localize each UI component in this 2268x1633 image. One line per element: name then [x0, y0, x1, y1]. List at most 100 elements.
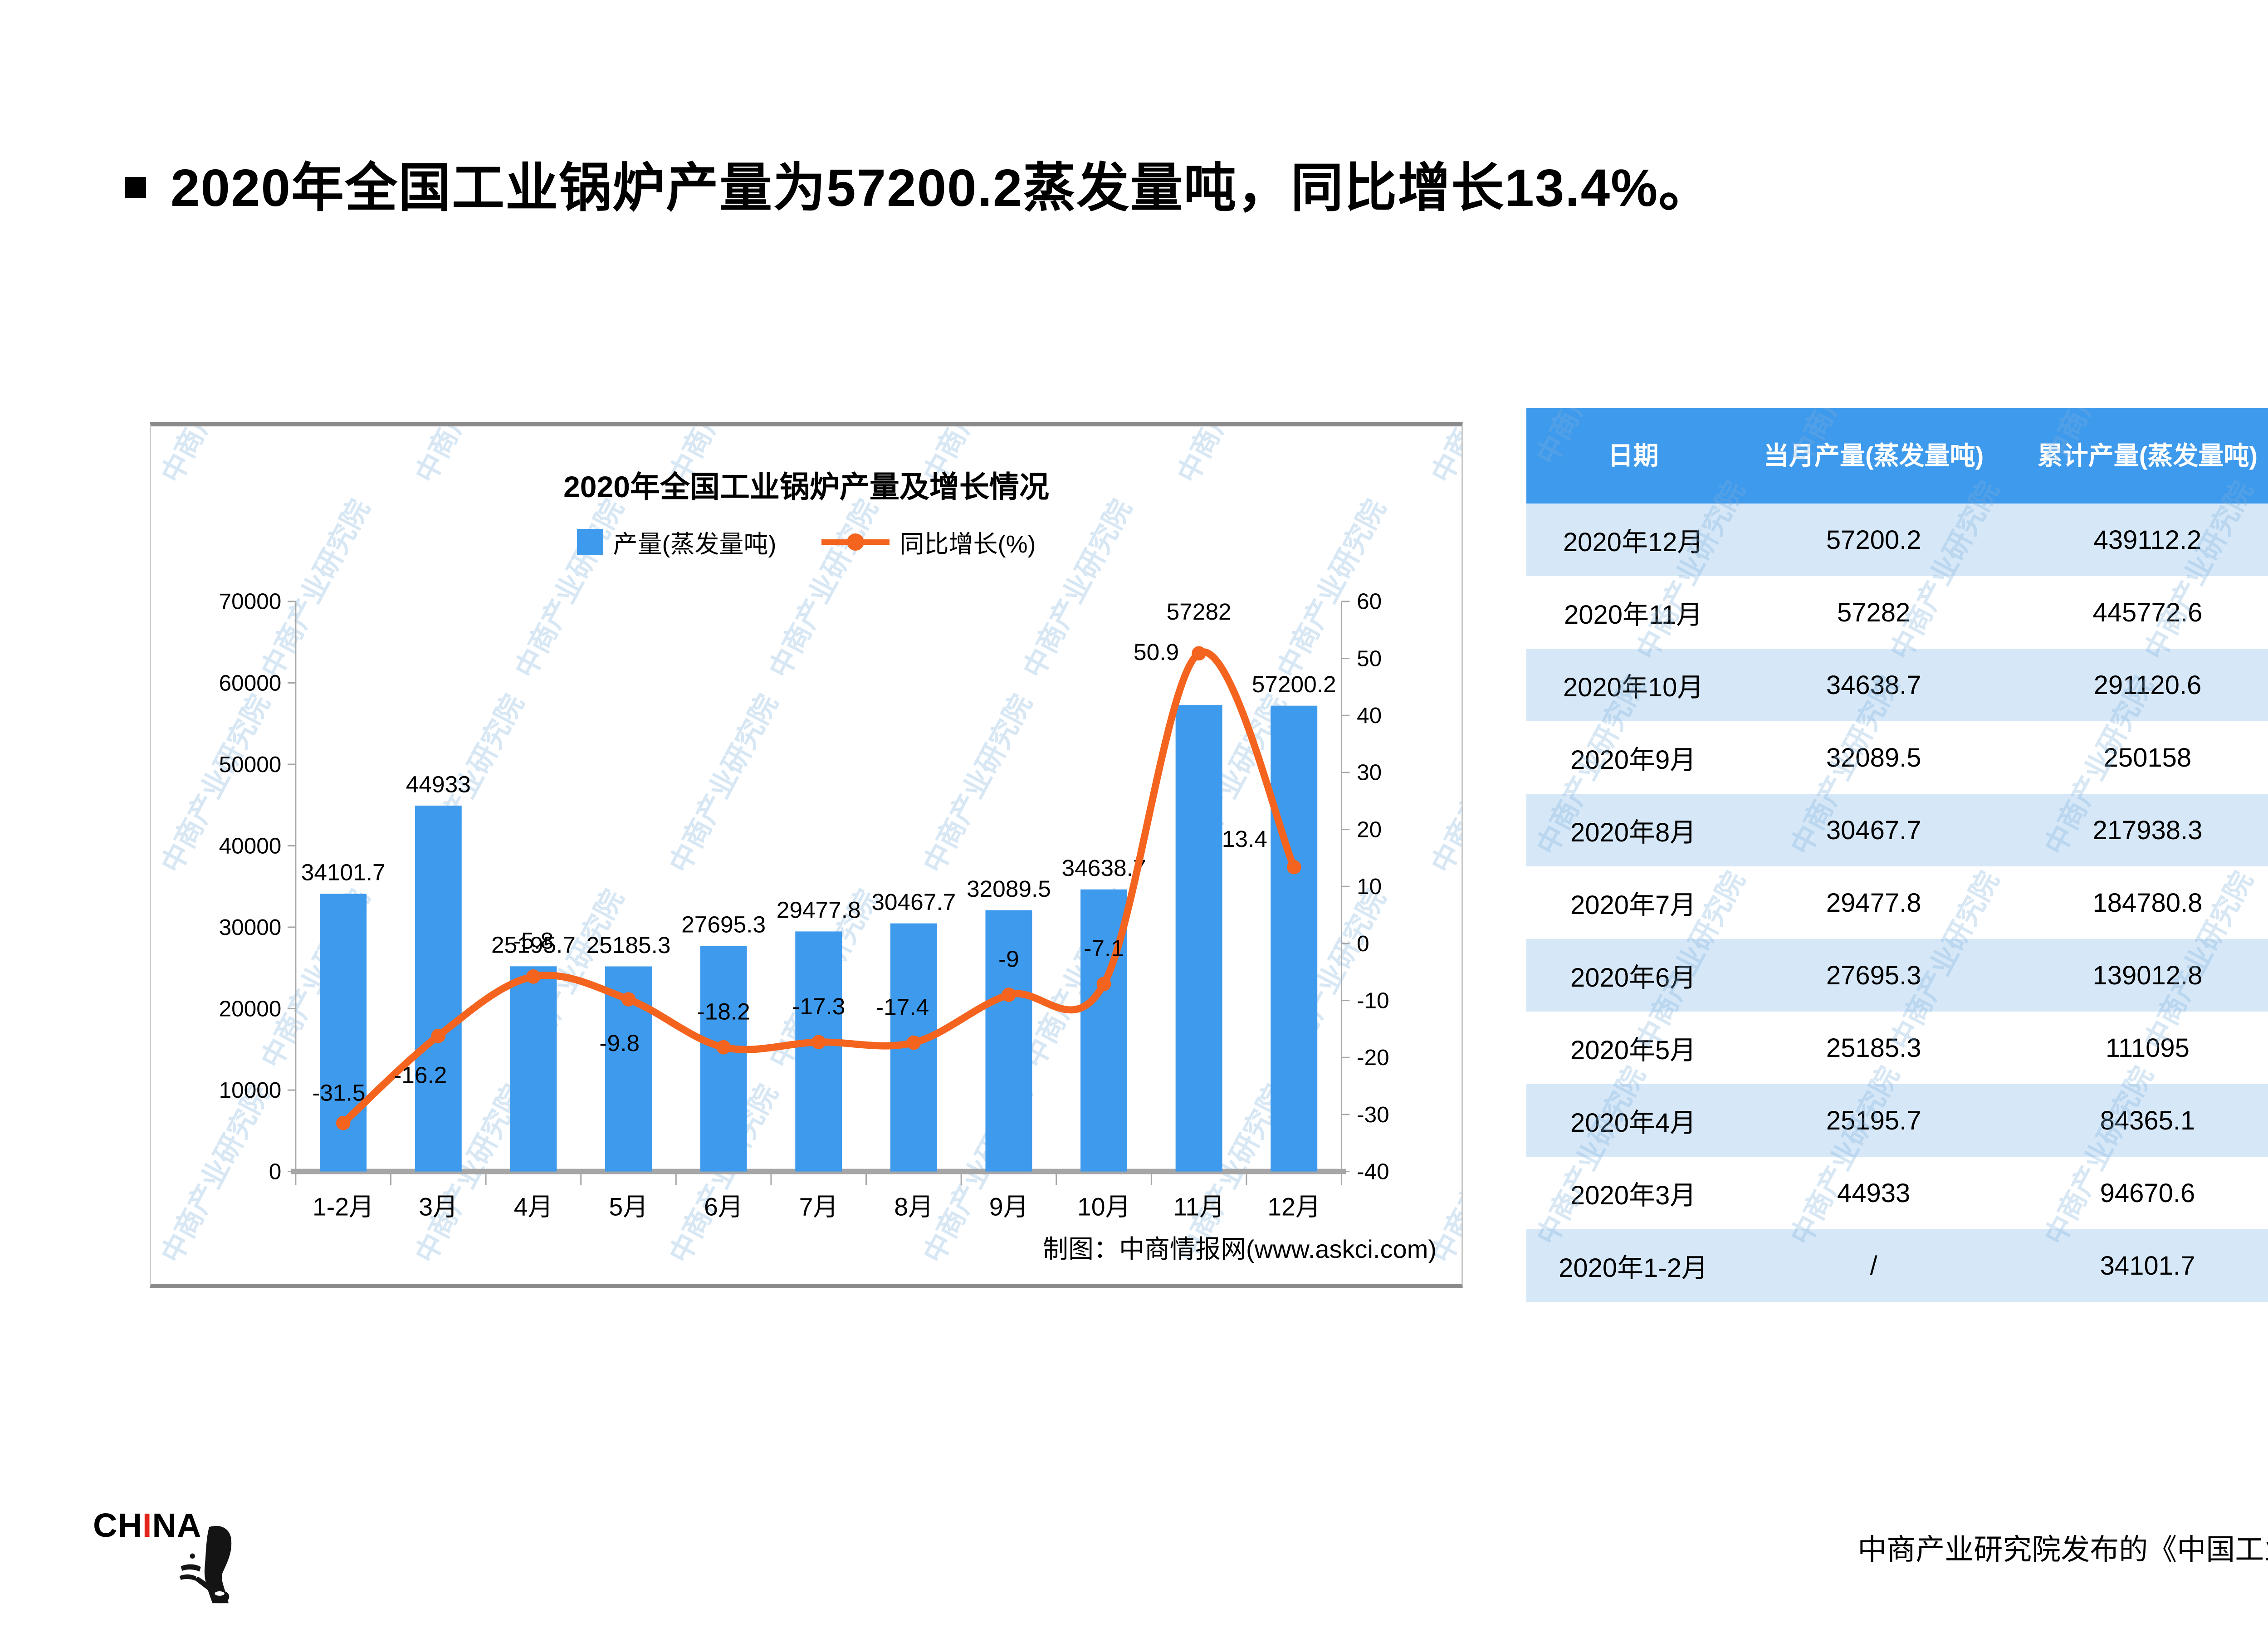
left-axis-label: 60000 — [219, 670, 282, 695]
production-bar — [510, 966, 557, 1172]
table-cell: 32089.5 — [1826, 743, 1921, 772]
pipe-smoker-icon — [179, 1525, 232, 1604]
growth-line-marker — [1002, 988, 1016, 1002]
chart-source-note: 制图：中商情报网(www.askci.com) — [1042, 1235, 1437, 1263]
right-axis-label: -20 — [1357, 1045, 1389, 1070]
bar-value-label: 34101.7 — [301, 859, 386, 885]
table-cell: 439112.2 — [2093, 525, 2202, 555]
table-cell: 57200.2 — [1826, 525, 1921, 555]
x-axis-category-label: 10月 — [1077, 1193, 1130, 1221]
line-value-label: -9 — [998, 946, 1019, 972]
right-axis-label: -30 — [1357, 1102, 1389, 1127]
legend-item-production: 产量(蒸发量吨) — [577, 524, 776, 560]
legend-item-growth: 同比增长(%) — [821, 524, 1036, 560]
right-axis-label: 40 — [1357, 703, 1382, 728]
table-cell: 111095 — [2105, 1033, 2190, 1063]
left-axis-label: 30000 — [219, 915, 282, 940]
line-series-swatch-icon — [821, 533, 890, 551]
x-axis-category-label: 8月 — [894, 1193, 933, 1221]
table-cell: / — [1870, 1251, 1877, 1281]
x-axis-category-label: 7月 — [799, 1193, 838, 1221]
bar-value-label: 29477.8 — [777, 897, 861, 923]
table-cell: 291120.6 — [2093, 670, 2202, 700]
growth-line-marker — [526, 969, 541, 984]
line-value-label: -16.2 — [394, 1061, 447, 1088]
title-bullet-icon: ■ — [122, 161, 149, 210]
askci-logo-text: CHINA — [93, 1506, 202, 1544]
x-axis-category-label: 6月 — [704, 1193, 743, 1221]
bar-value-label: 30467.7 — [871, 889, 956, 915]
growth-line-marker — [336, 1115, 351, 1130]
table-cell: 445772.6 — [2092, 597, 2203, 627]
bar-series-swatch-icon — [577, 528, 603, 555]
right-axis-label: -10 — [1357, 988, 1389, 1013]
table-cell: 2020年6月 — [1570, 963, 1696, 993]
table-cell: 2020年12月 — [1563, 528, 1704, 557]
table-cell: 34638.7 — [1826, 670, 1921, 700]
legend-line-label: 同比增长(%) — [899, 531, 1036, 558]
line-value-label: -18.2 — [697, 998, 750, 1024]
right-axis-label: 30 — [1357, 760, 1382, 785]
growth-line-marker — [1286, 860, 1301, 875]
right-axis-label: 50 — [1357, 646, 1382, 671]
production-bar — [795, 931, 842, 1172]
left-axis-label: 50000 — [219, 752, 282, 777]
page-title-row: ■ 2020年全国工业锅炉产量为57200.2蒸发量吨，同比增长13.4%。 — [122, 145, 1712, 221]
table-cell: 94670.6 — [2100, 1178, 2195, 1208]
table-cell: 34101.7 — [2100, 1251, 2195, 1281]
table-cell: 2020年1-2月 — [1559, 1253, 1708, 1283]
growth-line-marker — [1192, 646, 1206, 661]
line-value-label: -17.3 — [792, 993, 845, 1019]
growth-line-marker — [1096, 977, 1111, 991]
line-value-label: 13.4 — [1222, 826, 1267, 852]
growth-line-marker — [906, 1035, 921, 1050]
table-cell: 2020年9月 — [1570, 745, 1696, 775]
table-header-cell: 日期 — [1608, 441, 1659, 470]
growth-line-marker — [716, 1040, 731, 1055]
table-cell: 2020年5月 — [1570, 1036, 1696, 1065]
table-cell: 250158 — [2103, 743, 2192, 772]
production-bar — [415, 805, 462, 1172]
report-source-text: 中商产业研究院发布的《中国工业锅炉行业市场前景及投资机会研究报告》, — [1857, 1533, 2268, 1566]
table-cell: 217938.3 — [2092, 815, 2203, 845]
table-cell: 30467.7 — [1826, 815, 1921, 845]
left-axis-label: 10000 — [219, 1078, 282, 1103]
production-bar — [1175, 705, 1222, 1172]
bar-value-label: 25185.3 — [587, 932, 671, 958]
table-header-cell: 累计产量(蒸发量吨) — [2037, 441, 2258, 470]
growth-line — [339, 648, 1298, 1127]
table-cell: 25185.3 — [1826, 1033, 1921, 1063]
left-axis-label: 0 — [269, 1159, 282, 1184]
table-cell: 2020年3月 — [1570, 1181, 1696, 1210]
table-cell: 44933 — [1837, 1178, 1911, 1208]
table-cell: 84365.1 — [2100, 1105, 2195, 1135]
askci-logo: CHINA — [93, 1506, 247, 1610]
x-axis-category-label: 1-2月 — [313, 1193, 374, 1221]
right-axis-label: 0 — [1357, 931, 1369, 956]
table-cell: 57282 — [1837, 597, 1911, 627]
left-axis-label: 40000 — [219, 833, 282, 858]
left-axis-label: 70000 — [219, 589, 282, 614]
bar-value-label: 25195.7 — [491, 932, 576, 958]
production-growth-combo-chart: 0 10000 20000 30000 40000 50000 60000 70000 -40 -… — [219, 589, 1389, 1221]
table-cell: 2020年7月 — [1570, 890, 1696, 920]
line-value-label: -17.4 — [876, 993, 929, 1020]
growth-line-marker — [431, 1028, 446, 1043]
bar-value-label: 27695.3 — [681, 911, 766, 938]
line-value-label: -31.5 — [312, 1079, 365, 1105]
line-value-label: -7.1 — [1084, 935, 1124, 961]
line-value-label: -5.8 — [513, 927, 554, 953]
table-cell: 184780.8 — [2092, 888, 2203, 918]
table-cell: 25195.7 — [1826, 1105, 1921, 1135]
line-value-label: 50.9 — [1134, 639, 1179, 665]
line-swatch-marker — [847, 533, 865, 551]
x-axis-category-label: 5月 — [609, 1193, 648, 1221]
